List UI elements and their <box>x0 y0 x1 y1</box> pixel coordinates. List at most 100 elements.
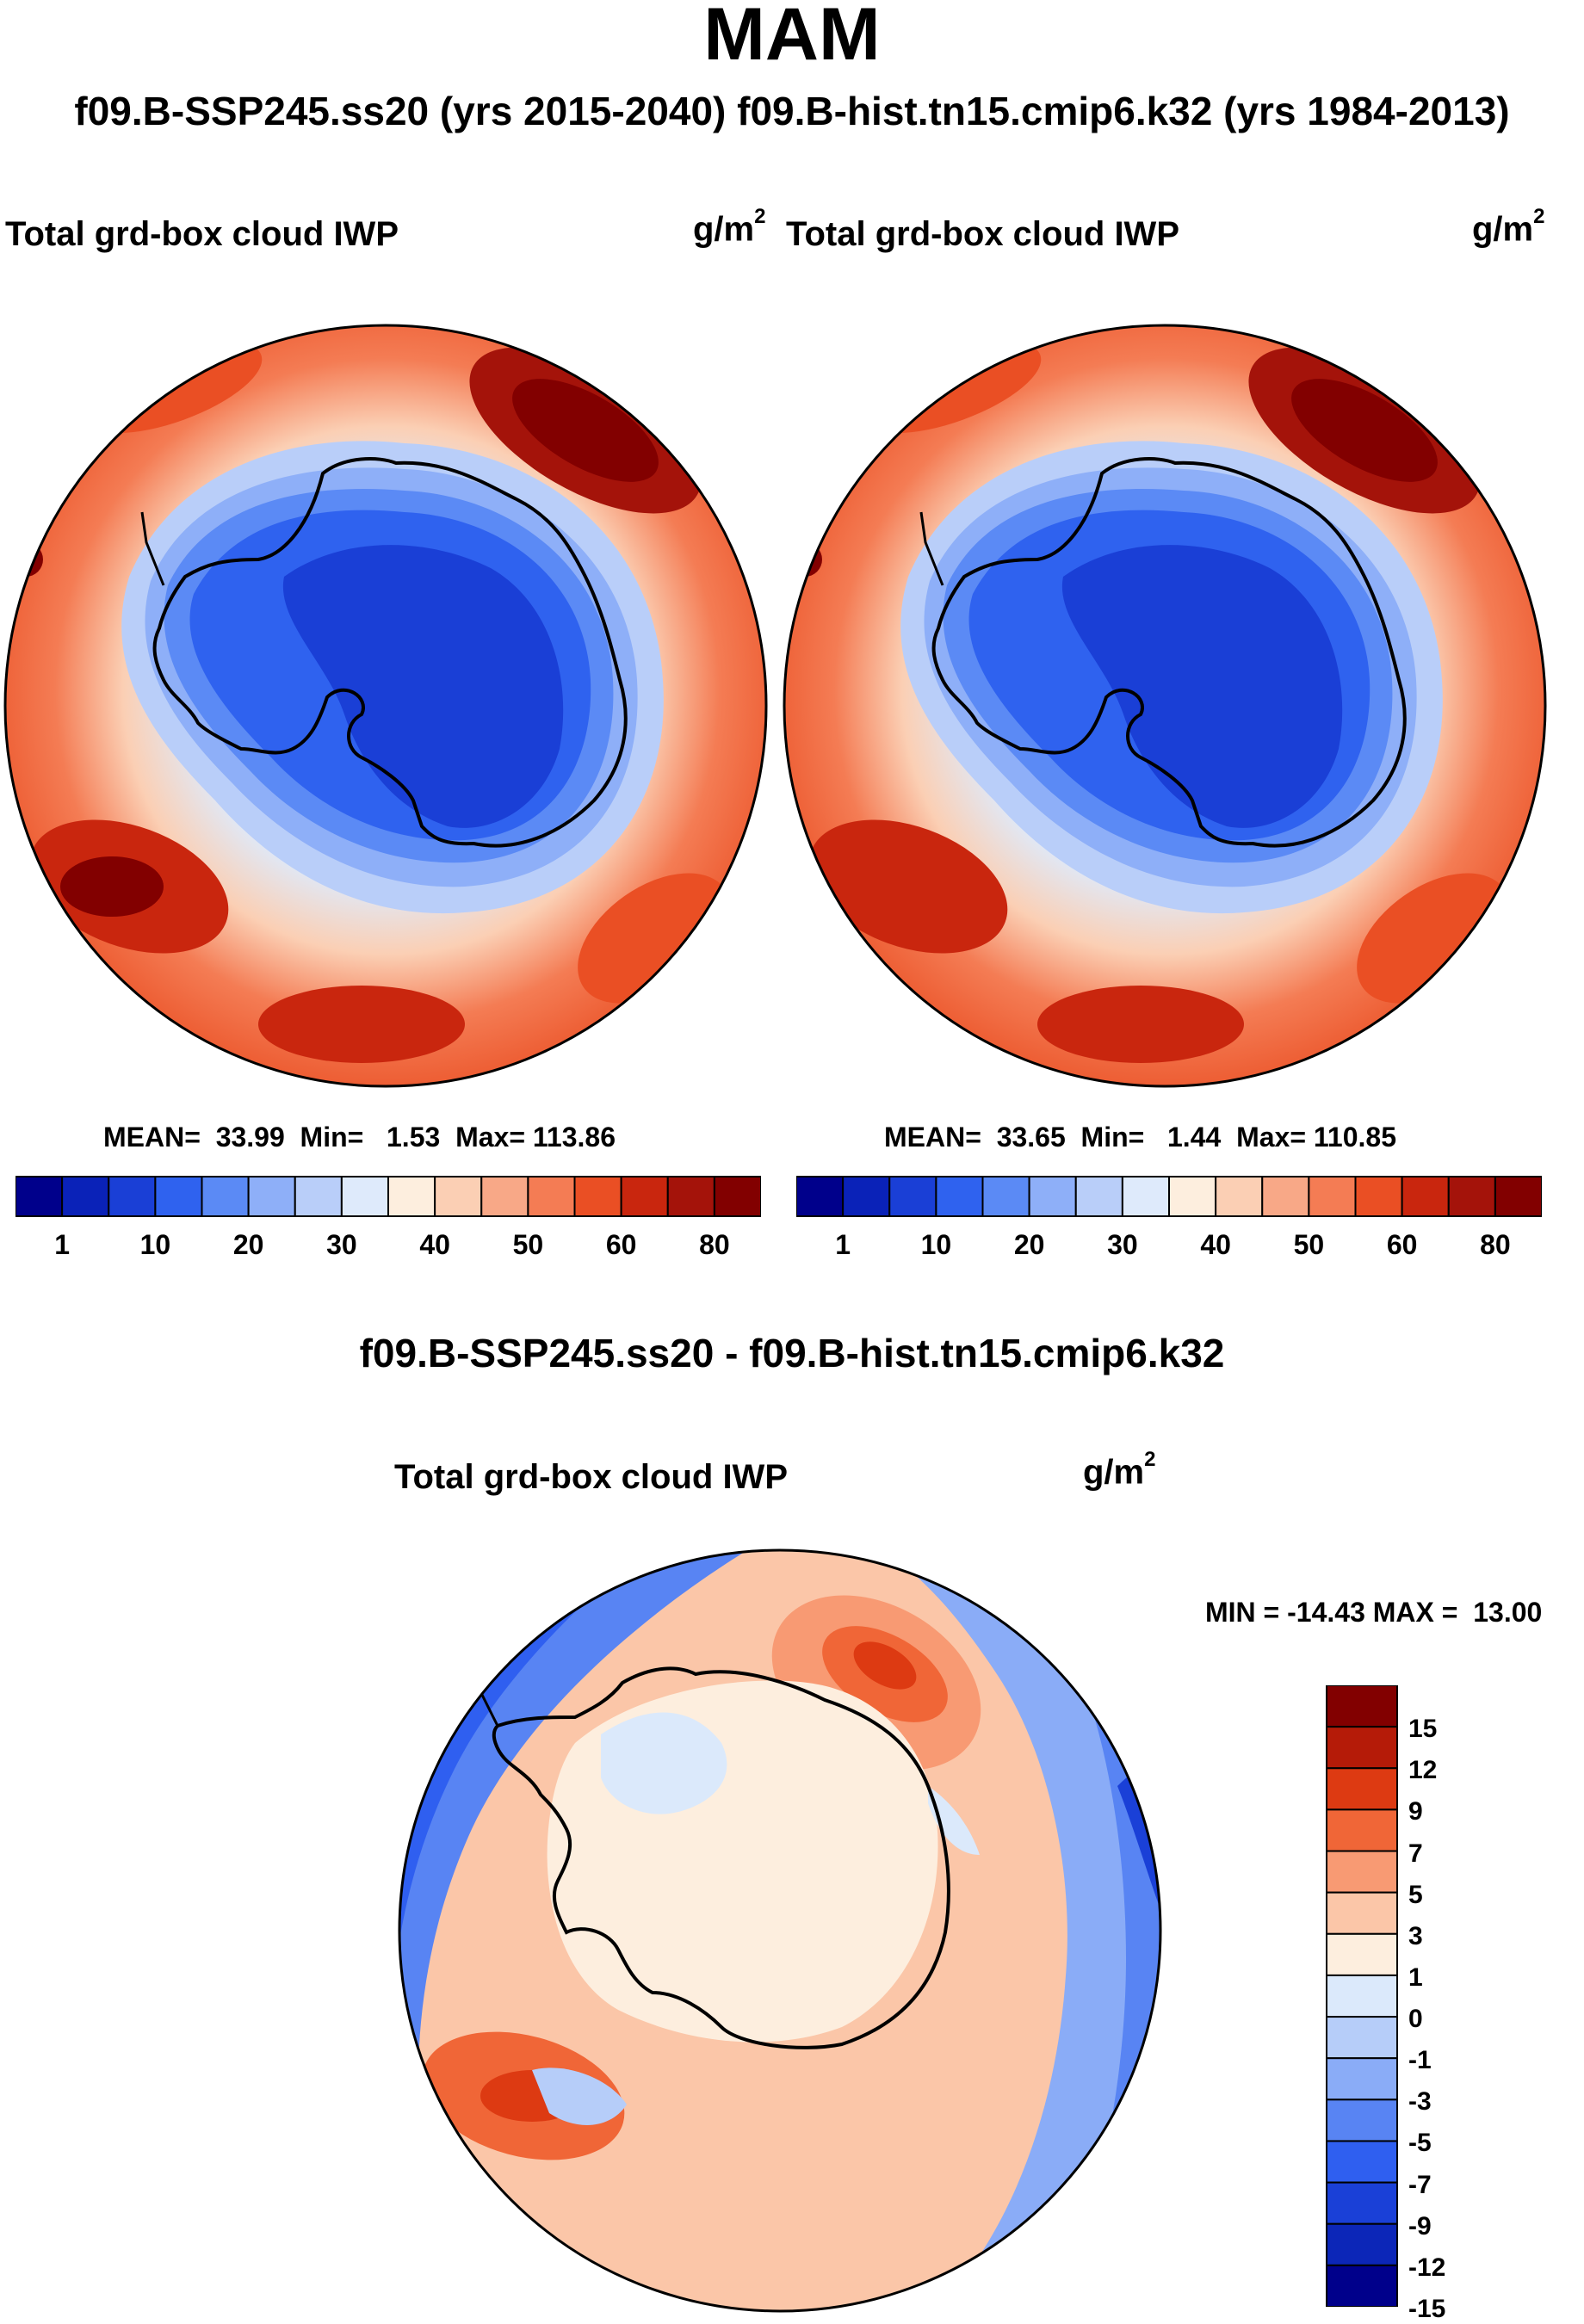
colorbar-tick-label: 15 <box>1408 1715 1438 1744</box>
colorbar-tick-label: 7 <box>1408 1839 1423 1868</box>
colorbar-swatch <box>340 1176 389 1217</box>
left-colorbar <box>15 1176 761 1217</box>
left-panel-units: g/m2 <box>693 205 766 249</box>
colorbar-swatch <box>1326 1932 1398 1976</box>
colorbar-swatch <box>981 1176 1030 1217</box>
colorbar-tick-label: 10 <box>139 1229 171 1260</box>
right-polar-map <box>783 324 1547 1088</box>
difference-polar-map <box>398 1548 1162 2313</box>
colorbar-tick-label: 9 <box>1408 1797 1423 1826</box>
diff-panel-units: g/m2 <box>1083 1448 1156 1492</box>
colorbar-tick-label: -1 <box>1408 2046 1432 2075</box>
colorbar-swatch <box>1401 1176 1450 1217</box>
colorbar-tick-label: 80 <box>699 1229 730 1260</box>
antarctica-coastline <box>152 457 628 848</box>
colorbar-tick-label: 20 <box>232 1229 264 1260</box>
colorbar-tick-label: 80 <box>1480 1229 1511 1260</box>
high-iwp-region <box>808 819 1008 954</box>
colorbar-swatch <box>1326 2222 1398 2266</box>
colorbar-swatch <box>573 1176 622 1217</box>
diff-panel-title: Total grd-box cloud IWP <box>394 1458 788 1496</box>
colorbar-swatch <box>480 1176 529 1217</box>
colorbar-swatch <box>1326 2140 1398 2184</box>
colorbar-tick-label: 60 <box>605 1229 637 1260</box>
difference-colorbar <box>1326 1685 1398 2307</box>
colorbar-swatch <box>154 1176 203 1217</box>
difference-title: f09.B-SSP245.ss20 - f09.B-hist.tn15.cmip… <box>359 1331 1225 1375</box>
colorbar-swatch <box>1261 1176 1310 1217</box>
colorbar-tick-label: 5 <box>1408 1880 1423 1909</box>
colorbar-tick-label: 30 <box>326 1229 357 1260</box>
left-colorbar-labels: 1 10 20 30 40 50 60 80 <box>0 1229 775 1264</box>
colorbar-tick-label: 1 <box>54 1229 71 1260</box>
colorbar-swatch <box>1326 2181 1398 2225</box>
colorbar-swatch <box>1326 1808 1398 1852</box>
right-panel-stats: MEAN= 33.65 Min= 1.44 Max= 110.85 <box>884 1122 1396 1153</box>
colorbar-swatch <box>1494 1176 1542 1217</box>
right-colorbar-labels: 1 10 20 30 40 50 60 80 <box>781 1229 1556 1264</box>
season-title: MAM <box>703 0 881 76</box>
colorbar-swatch <box>1215 1176 1264 1217</box>
colorbar-swatch <box>434 1176 483 1217</box>
diff-minmax: MIN = -14.43 MAX = 13.00 <box>1205 1597 1543 1628</box>
colorbar-swatch <box>1326 1974 1398 2018</box>
colorbar-swatch <box>1168 1176 1217 1217</box>
colorbar-swatch <box>108 1176 157 1217</box>
colorbar-swatch <box>387 1176 436 1217</box>
colorbar-swatch <box>1074 1176 1123 1217</box>
colorbar-tick-label: 50 <box>512 1229 544 1260</box>
colorbar-tick-label: 30 <box>1107 1229 1138 1260</box>
colorbar-tick-label: -5 <box>1408 2129 1432 2158</box>
right-panel-title: Total grd-box cloud IWP <box>786 215 1179 253</box>
colorbar-swatch <box>796 1176 845 1217</box>
colorbar-swatch <box>888 1176 937 1217</box>
colorbar-tick-label: -3 <box>1408 2087 1432 2117</box>
colorbar-tick-label: 1 <box>835 1229 851 1260</box>
colorbar-tick-label: -12 <box>1408 2253 1446 2282</box>
colorbar-swatch <box>1326 1891 1398 1935</box>
colorbar-swatch <box>1326 2016 1398 2060</box>
colorbar-tick-label: 50 <box>1293 1229 1325 1260</box>
colorbar-swatch <box>1326 2098 1398 2142</box>
colorbar-tick-label: 40 <box>1200 1229 1231 1260</box>
colorbar-swatch <box>201 1176 250 1217</box>
colorbar-swatch <box>1326 2057 1398 2101</box>
colorbar-tick-label: -9 <box>1408 2211 1432 2241</box>
antarctica-coastline <box>931 457 1407 848</box>
colorbar-swatch <box>1326 1767 1398 1811</box>
colorbar-tick-label: 12 <box>1408 1756 1438 1785</box>
difference-colorbar-labels: 15 12 9 7 5 3 1 0 -1 -3 -5 -7 -9 -12 -15 <box>1408 1685 1512 2323</box>
colorbar-swatch <box>1447 1176 1496 1217</box>
colorbar-tick-label: 0 <box>1408 2005 1423 2034</box>
colorbar-swatch <box>1326 1850 1398 1894</box>
colorbar-tick-label: 10 <box>920 1229 952 1260</box>
colorbar-swatch <box>1326 1726 1398 1770</box>
colorbar-swatch <box>527 1176 576 1217</box>
experiment-header: f09.B-SSP245.ss20 (yrs 2015-2040) f09.B-… <box>74 89 1510 133</box>
colorbar-swatch <box>620 1176 669 1217</box>
colorbar-swatch <box>1028 1176 1077 1217</box>
colorbar-swatch <box>1326 1685 1398 1728</box>
colorbar-swatch <box>61 1176 110 1217</box>
colorbar-swatch <box>247 1176 296 1217</box>
colorbar-swatch <box>1308 1176 1357 1217</box>
colorbar-tick-label: -15 <box>1408 2295 1446 2323</box>
colorbar-tick-label: 20 <box>1013 1229 1045 1260</box>
colorbar-swatch <box>1354 1176 1403 1217</box>
colorbar-tick-label: 1 <box>1408 1962 1423 1992</box>
right-colorbar <box>796 1176 1542 1217</box>
left-panel-title: Total grd-box cloud IWP <box>5 215 399 253</box>
colorbar-swatch <box>935 1176 984 1217</box>
left-panel-stats: MEAN= 33.99 Min= 1.53 Max= 113.86 <box>103 1122 616 1153</box>
colorbar-swatch <box>842 1176 891 1217</box>
colorbar-swatch <box>713 1176 761 1217</box>
right-panel-units: g/m2 <box>1472 205 1545 249</box>
colorbar-swatch <box>15 1176 64 1217</box>
colorbar-tick-label: -7 <box>1408 2170 1432 2199</box>
colorbar-swatch <box>1121 1176 1170 1217</box>
colorbar-swatch <box>294 1176 343 1217</box>
colorbar-tick-label: 40 <box>419 1229 450 1260</box>
colorbar-swatch <box>1326 2264 1398 2307</box>
colorbar-tick-label: 3 <box>1408 1921 1423 1950</box>
antarctica-coastline <box>492 1666 950 2049</box>
